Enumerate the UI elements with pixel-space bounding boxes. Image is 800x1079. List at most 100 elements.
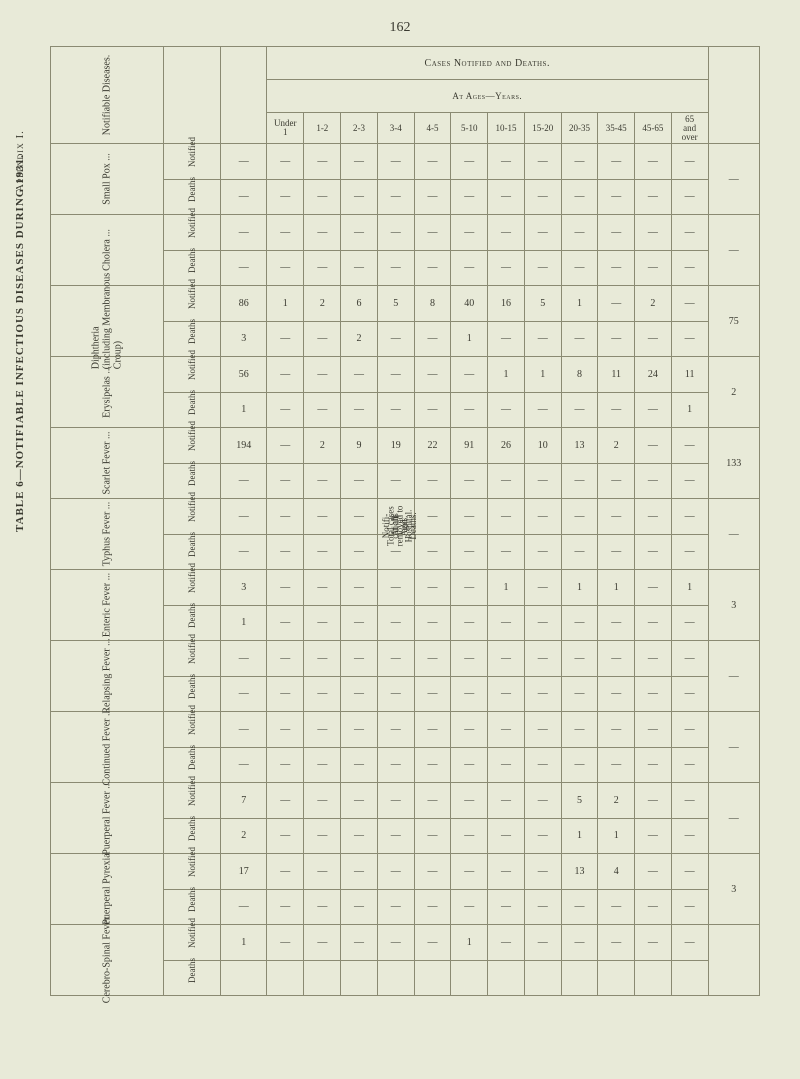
disease-row-notified: Continued Fever ...Notified—————————————… [51, 712, 760, 748]
cell-age-notified: — [266, 854, 303, 890]
cell-age-notified: — [524, 783, 561, 819]
cell-age-notified: — [266, 144, 303, 180]
cell-age-deaths: — [671, 534, 708, 570]
cell-age-deaths [671, 960, 708, 996]
cell-all-notified: 194 [221, 428, 267, 464]
cell-age-notified: — [671, 428, 708, 464]
notified-label: Notified [164, 925, 221, 961]
cell-age-deaths: — [635, 747, 672, 783]
cell-age-notified: — [488, 783, 525, 819]
cell-age-notified: — [524, 570, 561, 606]
cell-age-notified: 24 [635, 357, 672, 393]
cell-age-deaths: — [341, 179, 378, 215]
cell-age-notified: — [304, 570, 341, 606]
cell-age-deaths: — [266, 250, 303, 286]
cell-age-deaths: — [635, 534, 672, 570]
cell-age-deaths: — [377, 179, 414, 215]
age-col-6: 10-15 [488, 113, 525, 144]
cell-age-notified: 8 [414, 286, 451, 322]
cell-age-notified: 19 [377, 428, 414, 464]
cell-age-deaths [451, 960, 488, 996]
cell-age-notified: — [341, 144, 378, 180]
cell-age-notified: 1 [598, 570, 635, 606]
cell-age-deaths: — [414, 605, 451, 641]
cell-age-notified: — [414, 854, 451, 890]
cell-age-deaths: — [524, 179, 561, 215]
age-col-1: 1-2 [304, 113, 341, 144]
cell-age-deaths: — [266, 747, 303, 783]
cell-age-deaths: — [598, 605, 635, 641]
cell-age-deaths: — [304, 250, 341, 286]
cell-age-notified: — [671, 854, 708, 890]
cell-age-notified: 2 [598, 428, 635, 464]
cell-age-deaths: — [524, 605, 561, 641]
cell-age-notified: — [377, 783, 414, 819]
cell-hospital: — [708, 144, 759, 215]
cell-age-deaths: — [561, 250, 598, 286]
cell-age-notified: 10 [524, 428, 561, 464]
cell-age-notified: 5 [524, 286, 561, 322]
cell-age-deaths: — [524, 818, 561, 854]
cell-age-deaths: — [414, 747, 451, 783]
table-wrapper: TABLE 6—NOTIFIABLE INFECTIOUS DISEASES D… [30, 46, 770, 1006]
cell-age-notified: — [377, 854, 414, 890]
cell-age-deaths: — [304, 321, 341, 357]
cell-age-notified: — [304, 357, 341, 393]
cell-age-notified: 16 [488, 286, 525, 322]
cell-age-deaths: — [671, 747, 708, 783]
cell-age-notified: — [377, 357, 414, 393]
cell-age-notified: — [377, 570, 414, 606]
cell-age-deaths: 1 [561, 818, 598, 854]
cell-age-notified: — [671, 499, 708, 535]
cell-age-notified: — [451, 499, 488, 535]
cell-age-notified: — [671, 215, 708, 251]
disease-row-notified: Erysipelas ...Notified56——————1181124112 [51, 357, 760, 393]
cell-hospital: — [708, 712, 759, 783]
cell-age-deaths: — [524, 747, 561, 783]
cell-age-deaths: — [671, 250, 708, 286]
cell-age-deaths: — [598, 179, 635, 215]
cell-age-notified: — [414, 357, 451, 393]
notified-label: Notified [164, 286, 221, 322]
cell-age-notified: — [414, 641, 451, 677]
disease-name-cell: Erysipelas ... [51, 357, 164, 428]
section-ages: At Ages—Years. [266, 80, 708, 113]
cell-age-deaths: — [414, 392, 451, 428]
cell-age-notified: — [561, 641, 598, 677]
cell-age-notified: — [524, 925, 561, 961]
cell-age-deaths: — [671, 676, 708, 712]
cell-age-deaths: — [304, 818, 341, 854]
cell-age-notified: — [524, 144, 561, 180]
cell-age-deaths: — [341, 534, 378, 570]
cell-all-notified: 3 [221, 570, 267, 606]
cell-age-deaths: — [414, 818, 451, 854]
cell-age-notified: 1 [451, 925, 488, 961]
cell-age-notified: — [451, 854, 488, 890]
cell-age-deaths: — [414, 463, 451, 499]
col-header-allages: At allAges. [221, 47, 267, 144]
cell-age-notified: 1 [266, 286, 303, 322]
cell-age-deaths: — [524, 463, 561, 499]
cell-age-deaths: 1 [598, 818, 635, 854]
cell-age-deaths: — [598, 534, 635, 570]
cell-age-notified: — [266, 428, 303, 464]
cell-age-deaths: — [488, 392, 525, 428]
cell-age-deaths: — [266, 818, 303, 854]
cell-age-deaths: — [377, 747, 414, 783]
cell-age-deaths [414, 960, 451, 996]
cell-age-deaths: — [341, 818, 378, 854]
cell-age-notified: — [304, 783, 341, 819]
cell-age-notified: — [414, 570, 451, 606]
cell-age-deaths: — [598, 889, 635, 925]
cell-age-deaths: — [488, 605, 525, 641]
cell-age-notified: 91 [451, 428, 488, 464]
cell-age-deaths: — [488, 321, 525, 357]
cell-age-notified: — [635, 925, 672, 961]
cell-age-notified: — [414, 925, 451, 961]
cell-age-deaths: 2 [341, 321, 378, 357]
disease-name-cell: Diphtheria(including MembranousCroup) [51, 286, 164, 357]
cell-age-notified: — [488, 499, 525, 535]
cell-age-notified: 1 [671, 570, 708, 606]
cell-age-notified: 2 [635, 286, 672, 322]
cell-age-notified: — [598, 144, 635, 180]
